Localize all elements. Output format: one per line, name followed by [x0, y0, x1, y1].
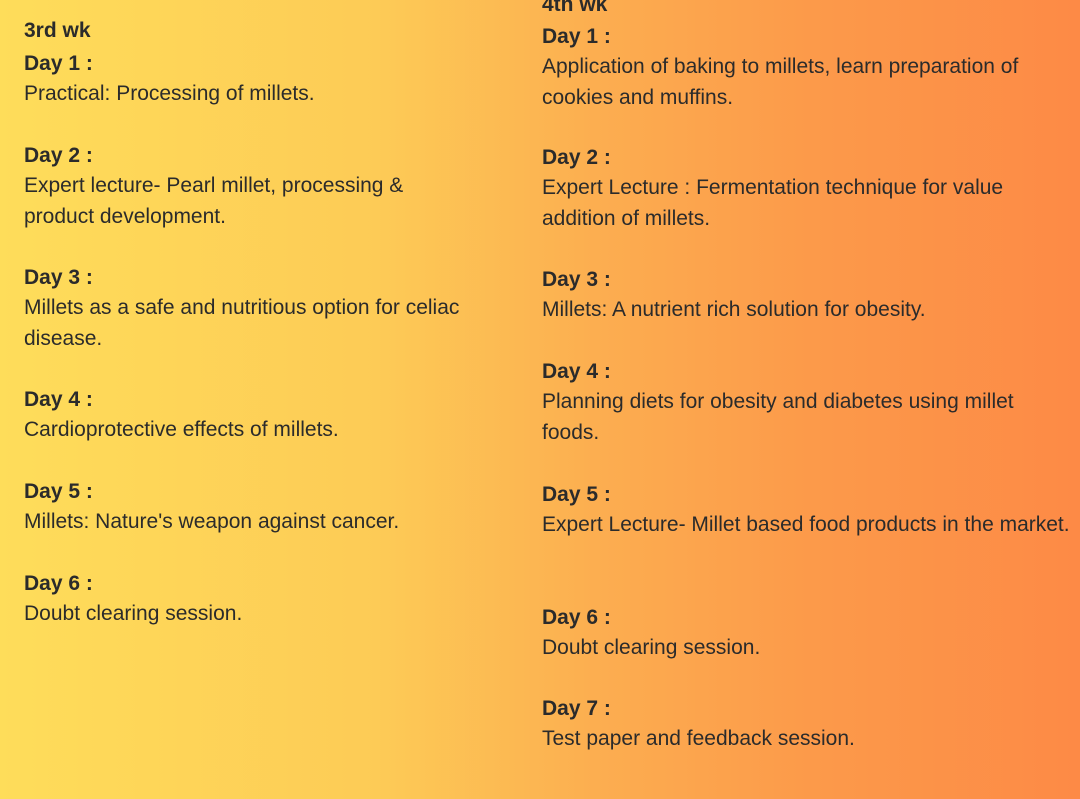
day-label: Day 3 : — [24, 266, 93, 289]
week4-day3: Day 3 : Millets: A nutrient rich solutio… — [542, 265, 1078, 326]
day-label: Day 6 : — [542, 606, 611, 629]
day-description: Doubt clearing session. — [24, 602, 243, 625]
day-label: Day 5 : — [24, 480, 93, 503]
day-label: Day 7 : — [542, 697, 611, 720]
day-description: Test paper and feedback session. — [542, 727, 855, 750]
day-label: Day 6 : — [24, 572, 93, 595]
day-label: Day 5 : — [542, 483, 611, 506]
day-description: Expert Lecture- Millet based food produc… — [542, 513, 1070, 536]
day-label: Day 1 : — [24, 52, 93, 75]
week4-day6: Day 6 : Doubt clearing session. — [542, 603, 1078, 664]
day-label: Day 2 : — [24, 144, 93, 167]
day-label: Day 2 : — [542, 146, 611, 169]
day-label: Day 1 : — [542, 25, 611, 48]
day-description: Doubt clearing session. — [542, 636, 761, 659]
week4-day7: Day 7 : Test paper and feedback session. — [542, 694, 1078, 755]
day-description: Millets: Nature's weapon against cancer. — [24, 510, 400, 533]
day-description: Expert Lecture : Fermentation technique … — [542, 176, 1004, 230]
day-label: Day 4 : — [542, 360, 611, 383]
day-description: Cardioprotective effects of millets. — [24, 418, 339, 441]
week4-day2: Day 2 : Expert Lecture : Fermentation te… — [542, 143, 1032, 234]
day-description: Expert lecture- Pearl millet, processing… — [24, 174, 404, 228]
week3-day1: Day 1 : Practical: Processing of millets… — [24, 49, 514, 110]
day-description: Practical: Processing of millets. — [24, 82, 315, 105]
week4-day5: Day 5 : Expert Lecture- Millet based foo… — [542, 480, 1078, 541]
week3-day4: Day 4 : Cardioprotective effects of mill… — [24, 385, 514, 446]
week3-day5: Day 5 : Millets: Nature's weapon against… — [24, 477, 514, 538]
week4-title: 4th wk — [542, 0, 608, 16]
week4-day4: Day 4 : Planning diets for obesity and d… — [542, 357, 1032, 448]
day-description: Millets as a safe and nutritious option … — [24, 296, 460, 350]
day-description: Millets: A nutrient rich solution for ob… — [542, 298, 926, 321]
week3-day3: Day 3 : Millets as a safe and nutritious… — [24, 263, 479, 354]
week3-day2: Day 2 : Expert lecture- Pearl millet, pr… — [24, 141, 479, 232]
day-label: Day 4 : — [24, 388, 93, 411]
week4-day1: Day 1 : Application of baking to millets… — [542, 22, 1078, 113]
day-description: Planning diets for obesity and diabetes … — [542, 390, 1014, 444]
week3-day6: Day 6 : Doubt clearing session. — [24, 569, 514, 630]
day-label: Day 3 : — [542, 268, 611, 291]
day-description: Application of baking to millets, learn … — [542, 55, 1019, 109]
week3-title: 3rd wk — [24, 19, 91, 42]
